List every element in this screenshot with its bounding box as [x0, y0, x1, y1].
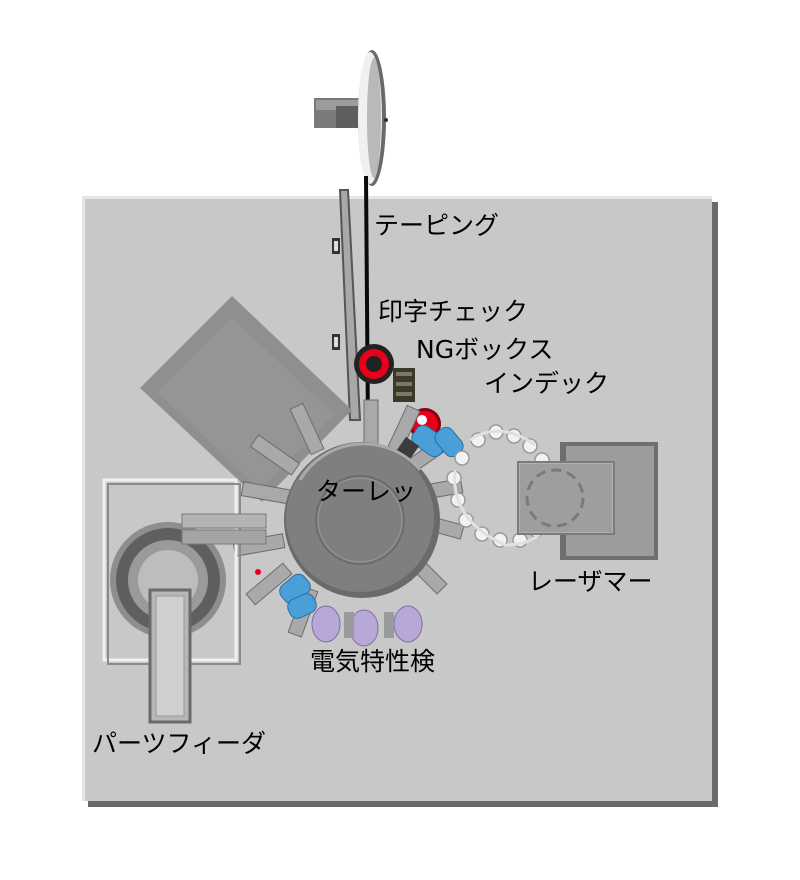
laser-marker-unit: [517, 442, 658, 560]
component-tray: [140, 296, 352, 502]
electrical-test-label: 電気特性検: [310, 647, 435, 676]
ng-box-label: NGボックス: [416, 335, 553, 364]
parts-feeder: [102, 478, 267, 724]
print-check-label: 印字チェック: [378, 297, 528, 326]
electrical-test-probes: [279, 573, 423, 647]
laser-marker-label: レーザマー: [528, 567, 653, 596]
taping-label: テーピング: [374, 211, 499, 240]
turret: [284, 442, 440, 598]
print-check-camera: [354, 344, 415, 402]
index-label: インデック: [484, 369, 609, 398]
tape-reel: [314, 50, 388, 186]
parts-feeder-label: パーツフィーダ: [92, 729, 266, 758]
turret-label: ターレッ: [316, 477, 416, 506]
